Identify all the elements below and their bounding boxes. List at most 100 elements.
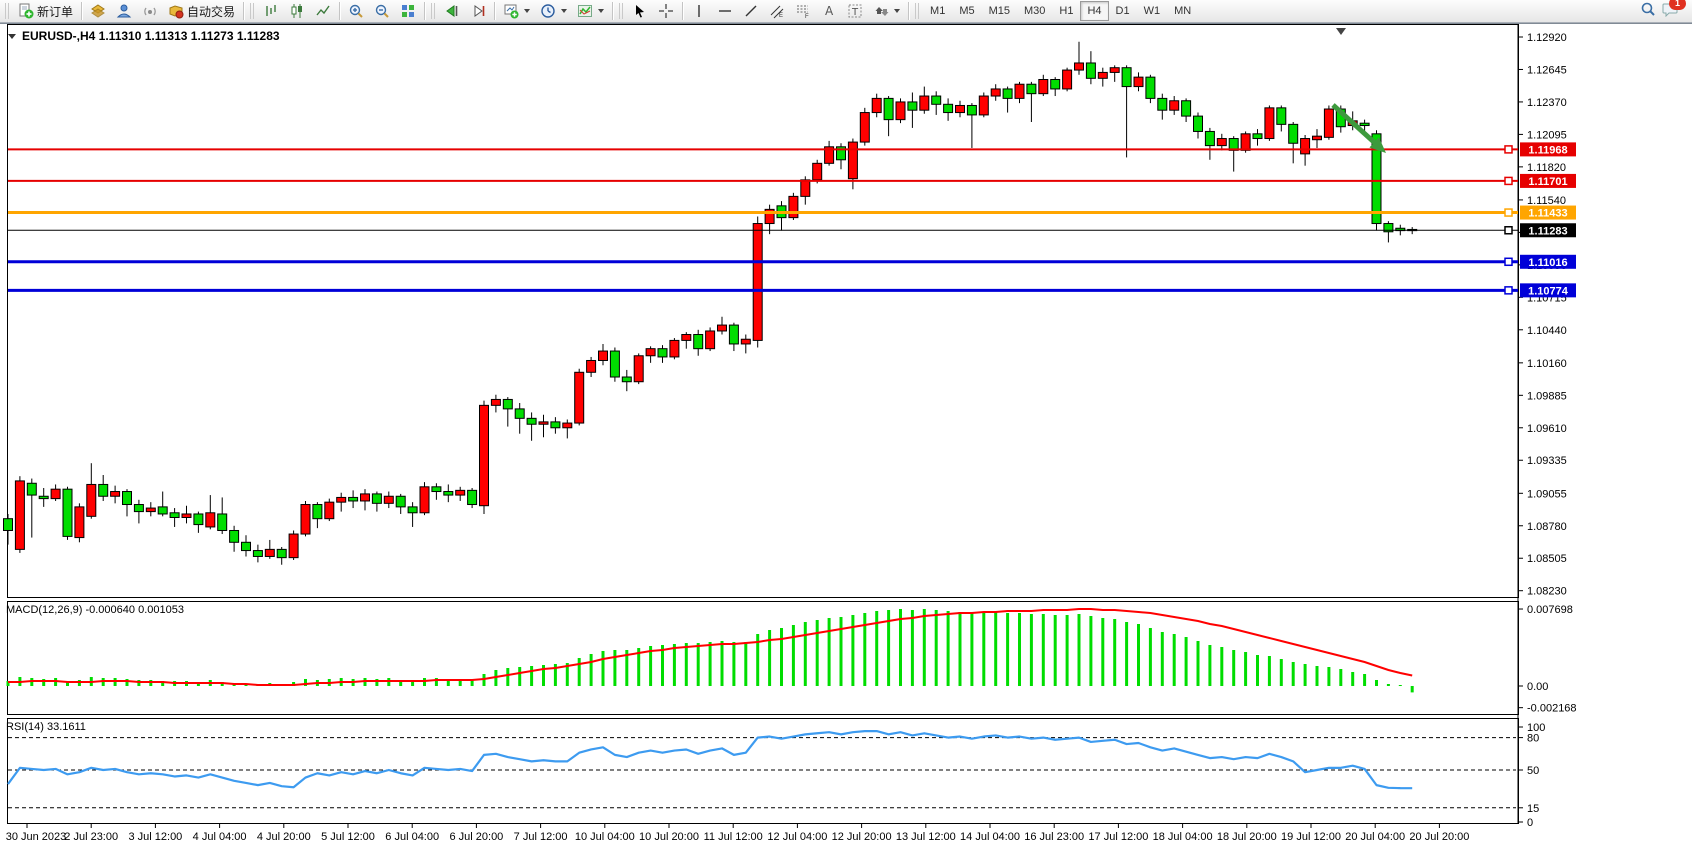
label-tool-button[interactable]: T [842, 0, 868, 22]
candle-body [598, 350, 608, 361]
time-tick-label: 6 Jul 04:00 [385, 831, 439, 843]
price-tick-label: 1.10160 [1527, 358, 1567, 370]
horizontal-line[interactable]: 1.11701 [8, 173, 1576, 188]
candle-body [824, 146, 835, 164]
candle-body [1014, 83, 1025, 99]
rsi-tick-label: 80 [1527, 733, 1539, 745]
toolbar-separator [243, 2, 245, 20]
horizontal-line[interactable]: 1.11968 [8, 142, 1576, 157]
macd-signal-line [8, 608, 1413, 686]
zoom-in-button[interactable] [343, 0, 369, 22]
timeframe-m15-button[interactable]: M15 [988, 5, 1010, 17]
fibonacci-tool-button[interactable]: F [790, 0, 816, 22]
candle-body [966, 104, 977, 116]
svg-text:F: F [805, 14, 809, 19]
macd-tick-label: -0.002168 [1527, 703, 1577, 715]
vline-tool-button[interactable] [686, 0, 712, 22]
candle-body [1145, 76, 1156, 99]
candle-body [764, 208, 775, 225]
candle-body [26, 482, 37, 496]
bar-chart-icon [263, 3, 279, 19]
timeframe-h1-button[interactable]: H1 [1059, 5, 1074, 17]
candle-body [1276, 107, 1287, 125]
autotrading-button[interactable]: 自动交易 [163, 0, 240, 22]
indicators-menu-button[interactable] [572, 0, 609, 22]
cursor-tool-button[interactable] [627, 0, 653, 22]
price-tick-label: 1.11820 [1527, 162, 1566, 174]
candle-body [62, 488, 73, 537]
time-tick-label: 13 Jul 12:00 [896, 831, 956, 843]
timeframe-d1-button[interactable]: D1 [1115, 5, 1130, 17]
candle-body [931, 95, 942, 105]
line-handle [1504, 257, 1513, 267]
timeframe-mn-button[interactable]: MN [1174, 5, 1192, 17]
price-tick-label: 1.12095 [1527, 129, 1567, 141]
candlestick-chart-button[interactable] [284, 0, 310, 22]
candle-body [681, 334, 692, 341]
new-chart-icon [503, 3, 519, 19]
notifications-button[interactable]: 1 [1662, 0, 1686, 22]
trendline-tool-button[interactable] [738, 0, 764, 22]
clock-icon [540, 3, 556, 19]
horizontal-line[interactable]: 1.11016 [8, 254, 1576, 269]
candle-body [847, 141, 858, 180]
candle-body [1002, 88, 1013, 99]
candle-body [1264, 107, 1275, 140]
price-tick-label: 1.09335 [1527, 455, 1567, 467]
toolbar-grip[interactable] [619, 3, 625, 19]
channel-tool-button[interactable]: E [764, 0, 790, 22]
toolbar-grip[interactable] [915, 3, 921, 19]
candle-body [705, 330, 716, 350]
line-chart-button[interactable] [310, 0, 336, 22]
timeframe-m5-button[interactable]: M5 [959, 5, 975, 17]
candle-body [919, 95, 930, 111]
toolbar-grip[interactable] [5, 3, 10, 19]
timeframe-m30-button[interactable]: M30 [1024, 5, 1046, 17]
candle-body [657, 348, 668, 358]
text-tool-button[interactable]: A [816, 0, 842, 22]
search-button[interactable] [1640, 1, 1656, 22]
price-tick-label: 1.08505 [1527, 553, 1567, 565]
crosshair-tool-button[interactable] [653, 0, 679, 22]
timeframe-h4-button[interactable]: H4 [1080, 1, 1109, 21]
auto-scroll-button[interactable] [439, 0, 465, 22]
price-tick-label: 1.08230 [1527, 586, 1567, 598]
zoom-out-button[interactable] [369, 0, 395, 22]
timeframe-w1-button[interactable]: W1 [1143, 5, 1161, 17]
arrows-tool-button[interactable] [868, 0, 905, 22]
time-tick-label: 18 Jul 04:00 [1153, 831, 1213, 843]
new-order-button[interactable]: 新订单 [13, 0, 78, 22]
horizontal-line[interactable]: 1.11433 [8, 205, 1576, 220]
svg-text:1.11283: 1.11283 [1528, 225, 1567, 237]
timeframes-menu-button[interactable] [535, 0, 572, 22]
line-price-label [1520, 223, 1576, 238]
horizontal-line[interactable]: 1.10774 [8, 283, 1576, 298]
annotation-arrow[interactable] [1331, 103, 1386, 153]
time-tick-label: 14 Jul 04:00 [960, 831, 1020, 843]
bar-chart-button[interactable] [258, 0, 284, 22]
new-chart-button[interactable] [498, 0, 535, 22]
profile-button[interactable] [111, 0, 137, 22]
time-tick-label: 11 Jul 12:00 [704, 831, 763, 843]
hline-tool-button[interactable] [712, 0, 738, 22]
chart-shift-button[interactable] [465, 0, 491, 22]
toolbar-grip[interactable] [431, 3, 437, 19]
candle-body [467, 489, 478, 506]
tile-windows-button[interactable] [395, 0, 421, 22]
svg-text:1.11433: 1.11433 [1528, 208, 1567, 220]
symbol-dropdown-icon[interactable] [8, 33, 16, 39]
candle-body [955, 104, 965, 114]
candle-body [490, 398, 501, 406]
price-tick-label: 1.11540 [1527, 195, 1566, 207]
price-tick-label: 1.12920 [1527, 32, 1567, 44]
timeframe-m1-button[interactable]: M1 [930, 5, 946, 17]
horizontal-line[interactable]: 1.11283 [8, 223, 1576, 238]
candle-body [98, 483, 109, 497]
signal-button[interactable] [137, 0, 163, 22]
market-watch-button[interactable] [85, 0, 111, 22]
candle-body [1133, 76, 1144, 88]
toolbar-grip[interactable] [250, 3, 256, 19]
svg-text:1.11016: 1.11016 [1528, 257, 1567, 269]
chart-canvas[interactable]: 1.12920 1.12645 1.12370 1.12095 1.11820 1.115… [0, 24, 1692, 848]
